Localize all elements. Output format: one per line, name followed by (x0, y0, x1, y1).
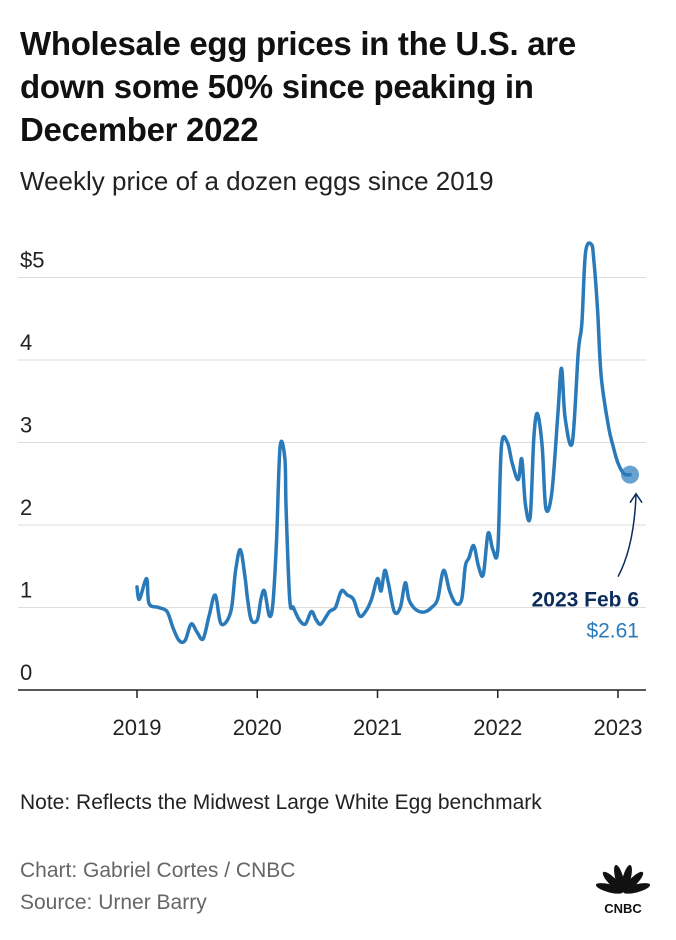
x-tick-label: 2019 (113, 715, 162, 740)
logo-wordmark: CNBC (604, 901, 642, 916)
x-tick-label: 2023 (594, 715, 643, 740)
cnbc-logo: CNBC (595, 864, 651, 916)
y-tick-label: 3 (20, 413, 32, 438)
end-point-marker (621, 465, 640, 484)
chart-title: Wholesale egg prices in the U.S. are dow… (20, 25, 576, 148)
y-tick-label: $5 (20, 248, 44, 273)
chart-note: Note: Reflects the Midwest Large White E… (20, 791, 542, 814)
annotation-arrowhead (629, 492, 643, 504)
annotation-layer: 2023 Feb 6 $2.61 (532, 465, 643, 643)
x-tick-label: 2022 (473, 715, 522, 740)
series-layer (135, 241, 632, 645)
x-axis: 2019 2020 2021 2022 2023 (18, 689, 646, 740)
y-tick-label: 1 (20, 578, 32, 603)
annotation-date-label: 2023 Feb 6 (532, 589, 639, 612)
peacock-icon (595, 864, 651, 894)
y-tick-label: 4 (20, 330, 32, 355)
y-tick-label: 0 (20, 660, 32, 685)
x-tick-label: 2020 (233, 715, 282, 740)
annotation-arrow (617, 494, 637, 578)
annotation-value-label: $2.61 (586, 620, 639, 643)
x-tick-label: 2021 (353, 715, 402, 740)
line-chart: 0 1 2 3 4 $5 2019 2020 2021 2022 2023 2023 Feb 6 $… (18, 241, 646, 740)
gridlines: 0 1 2 3 4 $5 (18, 248, 646, 685)
chart-source: Source: Urner Barry (20, 891, 207, 914)
chart-subtitle: Weekly price of a dozen eggs since 2019 (20, 166, 494, 196)
price-line (135, 241, 632, 645)
y-tick-label: 2 (20, 495, 32, 520)
chart-credit: Chart: Gabriel Cortes / CNBC (20, 859, 296, 882)
